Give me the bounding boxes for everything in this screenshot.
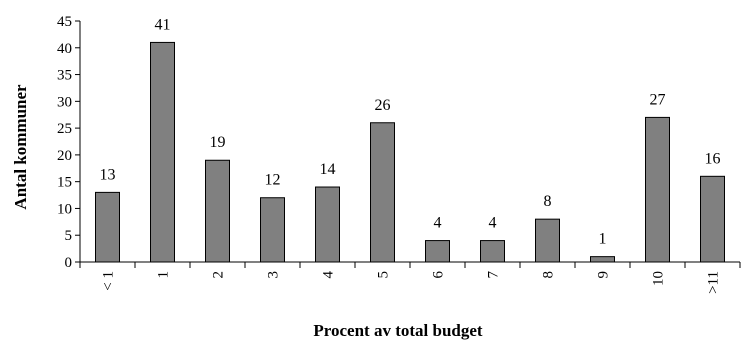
y-tick-label: 35: [57, 68, 72, 84]
x-tick-label: < 1: [101, 271, 117, 291]
bar-data-label: 4: [434, 215, 442, 232]
bar: [205, 159, 230, 263]
y-tick-label: 20: [57, 148, 72, 164]
bar-data-label: 26: [375, 97, 391, 114]
bar-data-label: 8: [544, 193, 552, 210]
x-tick-label: 3: [266, 271, 282, 279]
bar: [590, 256, 615, 263]
bar-data-label: 41: [155, 16, 171, 33]
x-tick-label: 1: [156, 271, 172, 279]
y-tick-label: 40: [57, 41, 72, 57]
x-tick-label: 2: [211, 271, 227, 279]
x-tick-label: 8: [541, 271, 557, 279]
bar: [480, 240, 505, 263]
bar-data-label: 19: [210, 134, 226, 151]
y-tick-label: 10: [57, 201, 72, 217]
x-tick-label: 10: [651, 271, 667, 286]
y-tick-label: 30: [57, 94, 72, 110]
bars: 13 41 19 12 14 26 4 4 8 1 27 16: [95, 16, 725, 263]
bar: [315, 186, 340, 263]
bar: [645, 116, 670, 263]
y-tick-label: 0: [65, 255, 73, 271]
bar: [95, 191, 120, 263]
bar: [700, 175, 725, 263]
y-tick-label: 45: [57, 14, 72, 30]
y-axis: 0 5 10 15 20 25 30 35 40 45: [57, 14, 81, 271]
x-tick-label: 5: [376, 271, 392, 279]
x-axis-title: Procent av total budget: [313, 321, 483, 340]
x-tick-label: 4: [321, 271, 337, 279]
y-tick-label: 5: [65, 228, 73, 244]
bar: [425, 240, 450, 263]
y-axis-title: Antal kommuner: [11, 84, 30, 210]
x-tick-label: >11: [706, 271, 722, 294]
bar-data-label: 14: [320, 161, 336, 178]
bar: [260, 197, 285, 263]
bar: [150, 41, 175, 263]
bar-data-label: 13: [100, 166, 116, 183]
x-tick-label: 9: [596, 271, 612, 279]
x-tick-label: 6: [431, 271, 447, 279]
bar-data-label: 16: [705, 150, 721, 167]
x-axis: < 1 1 2 3 4 5 6 7 8 9 10 >11: [79, 261, 741, 294]
bar-data-label: 27: [650, 91, 666, 108]
x-tick-label: 7: [486, 271, 502, 279]
bar-data-label: 4: [489, 215, 497, 232]
y-tick-label: 25: [57, 121, 72, 137]
bar: [535, 218, 560, 263]
bar: [370, 122, 395, 263]
y-tick-label: 15: [57, 175, 72, 191]
bar-data-label: 1: [599, 231, 607, 248]
bar-data-label: 12: [265, 172, 281, 189]
